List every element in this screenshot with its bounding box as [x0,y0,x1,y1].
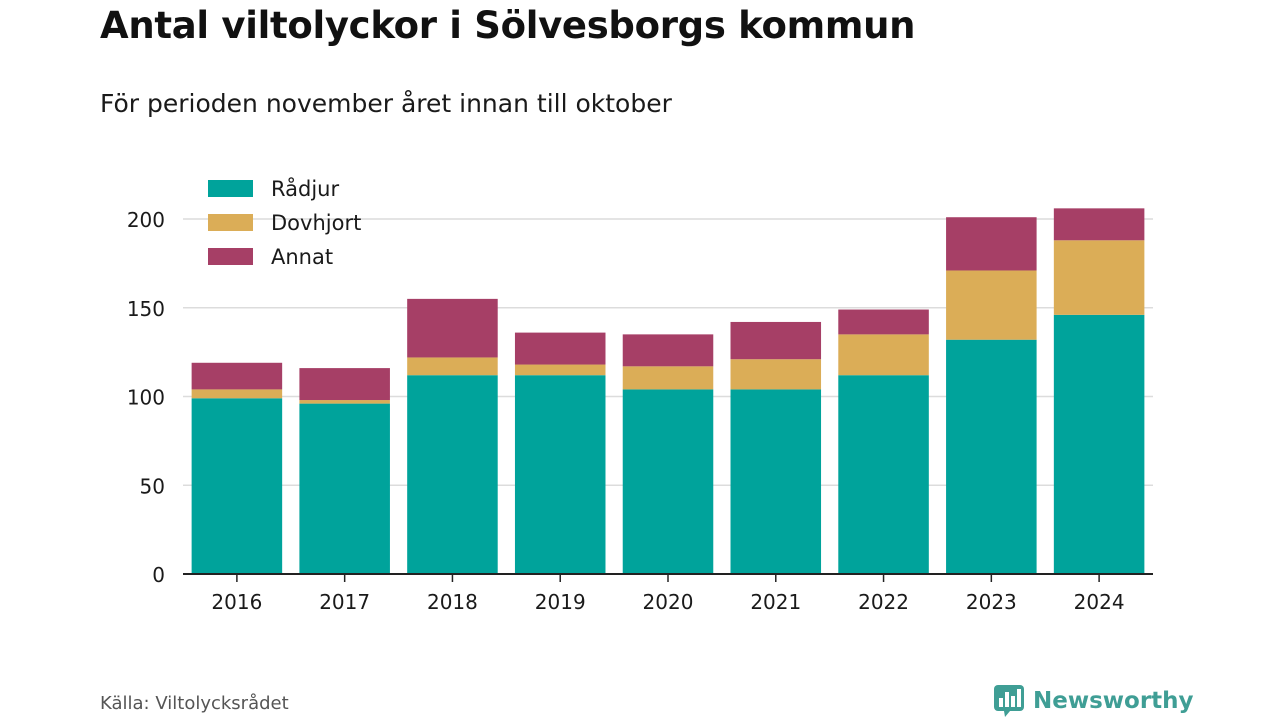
x-tick-label: 2024 [1074,590,1125,614]
bar-chart-icon [994,685,1024,717]
bar-segment-annat [514,332,606,365]
source-note: Källa: Viltolycksrådet [100,693,289,714]
legend-label: Dovhjort [271,211,361,235]
bar-segment-annat [407,298,498,358]
legend-swatch [208,214,253,231]
x-tick-label: 2019 [535,590,586,614]
stacked-bar-chart: 0 50 100 150 200 2016 2017 2018 2019 2020 2021 2022… [127,176,1153,614]
legend-label: Rådjur [271,176,339,201]
bar-segment-annat [730,321,822,360]
bar-segment-dovhjort [946,270,1037,340]
legend-label: Annat [271,245,333,269]
x-tick-label: 2020 [643,590,694,614]
bar-segment-dovhjort [838,334,929,376]
y-tick-label: 200 [127,208,165,232]
brand-logo: Newsworthy [993,684,1194,718]
x-tick-label: 2023 [966,590,1017,614]
bar-segment-r-djur [407,375,498,574]
bar-segment-dovhjort [299,400,390,404]
bar-segment-annat [299,368,390,401]
y-tick-label: 100 [127,386,165,410]
x-tick-label: 2018 [427,590,478,614]
legend-swatch [208,180,253,197]
y-tick-label: 150 [127,297,165,321]
bar-segment-annat [1053,208,1145,241]
bar-segment-annat [622,334,714,367]
x-tick-label: 2022 [858,590,909,614]
bar-segment-r-djur [191,398,283,574]
bar-segment-dovhjort [514,364,606,376]
bar-segment-r-djur [730,389,822,574]
bar-segment-dovhjort [191,389,283,399]
bar-segment-dovhjort [1053,240,1145,315]
chart-title: Antal viltolyckor i Sölvesborgs kommun [100,4,916,47]
x-tick-label: 2016 [211,590,262,614]
legend-swatch [208,248,253,265]
bar-segment-r-djur [299,403,390,574]
bar-segment-r-djur [1053,314,1145,574]
chart-subtitle: För perioden november året innan till ok… [100,89,672,118]
x-tick-label: 2021 [750,590,801,614]
bar-segment-r-djur [622,389,714,574]
brand-name: Newsworthy [1033,688,1194,714]
bar-segment-r-djur [946,339,1037,574]
x-tick-label: 2017 [319,590,370,614]
bar-segment-annat [191,362,283,390]
bar-segment-r-djur [514,375,606,574]
y-tick-label: 50 [140,474,165,498]
bar-segment-annat [838,309,929,335]
bar-segment-annat [946,217,1037,271]
y-tick-label: 0 [152,563,165,587]
bar-segment-dovhjort [407,357,498,376]
bar-segment-dovhjort [730,359,822,390]
bar-segment-dovhjort [622,366,714,390]
bar-segment-r-djur [838,375,929,574]
